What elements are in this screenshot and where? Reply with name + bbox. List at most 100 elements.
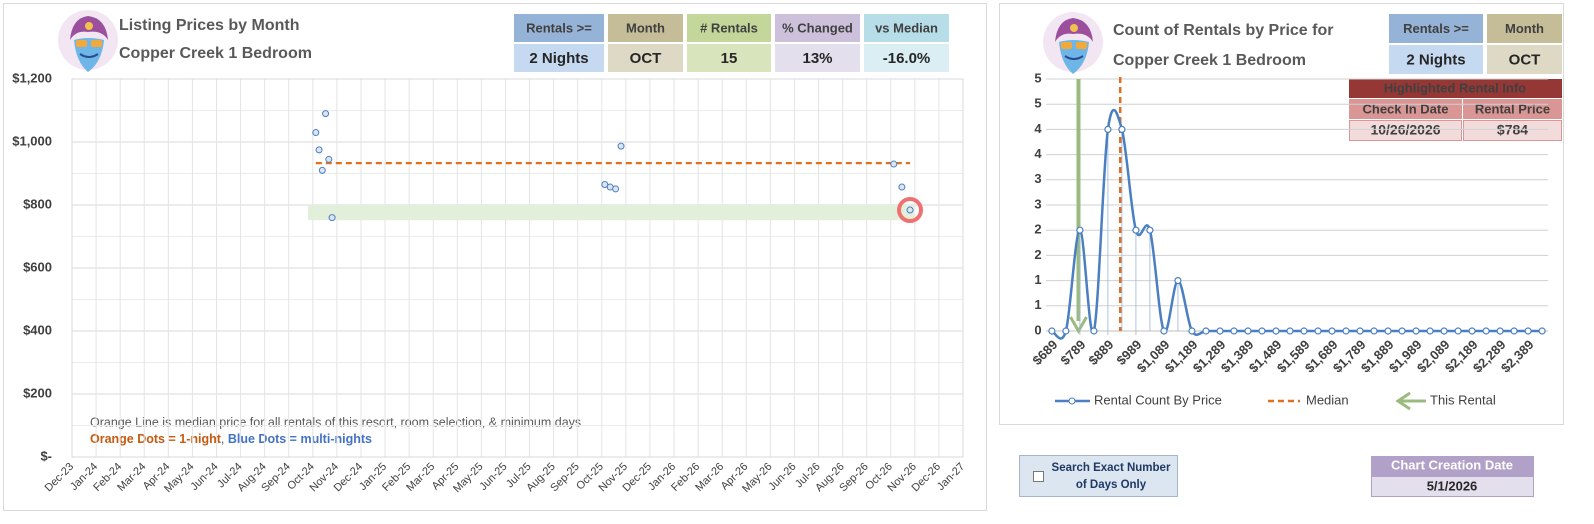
highlight-title: Highlighted Rental Info — [1384, 80, 1526, 95]
summary-value: OCT — [630, 50, 662, 67]
summary-value-bg — [514, 44, 604, 72]
point — [1370, 327, 1378, 335]
point — [1104, 125, 1112, 133]
dot-key-orange: Orange Dots = 1-night — [90, 432, 222, 446]
price-band — [307, 205, 915, 221]
creation-header: Chart Creation Date — [1391, 457, 1513, 472]
y-tick-label: $1,000 — [12, 133, 52, 148]
point — [1174, 277, 1182, 285]
y-tick-label: 5 — [1034, 96, 1041, 111]
point — [1090, 327, 1098, 335]
y-tick-label: $- — [40, 448, 52, 463]
point — [1132, 226, 1140, 234]
legend-label: Rental Count By Price — [1094, 392, 1222, 407]
summary-header-bg — [1389, 14, 1483, 43]
point — [1440, 327, 1448, 335]
point — [1300, 327, 1308, 335]
point — [1188, 327, 1196, 335]
y-tick-label: 0 — [1034, 322, 1041, 337]
point — [315, 146, 323, 154]
chart-subtitle: Copper Creek 1 Bedroom — [1113, 52, 1306, 69]
summary-value-bg — [687, 44, 771, 72]
point — [1272, 327, 1280, 335]
legend-label: This Rental — [1430, 392, 1496, 407]
legend-marker — [1068, 397, 1076, 405]
y-tick-label: 5 — [1034, 70, 1041, 85]
point — [1314, 327, 1322, 335]
highlight-header: Rental Price — [1475, 101, 1550, 116]
point — [1048, 327, 1056, 335]
summary-header-bg — [608, 14, 683, 42]
point — [1202, 327, 1210, 335]
y-tick-label: $400 — [23, 322, 52, 337]
point — [312, 129, 320, 137]
search-option[interactable] — [1019, 455, 1178, 497]
summary-header-bg — [864, 14, 949, 42]
point — [906, 206, 914, 214]
y-tick-label: 2 — [1034, 222, 1041, 237]
point — [1062, 327, 1070, 335]
summary-value-bg — [1487, 45, 1562, 74]
summary-header-bg — [775, 14, 860, 42]
y-tick-label: 1 — [1034, 297, 1041, 312]
point — [1496, 327, 1504, 335]
dot-key-blue: Blue Dots = multi-nights — [228, 432, 372, 446]
highlight-ring — [897, 197, 924, 224]
point — [328, 214, 336, 222]
point — [1076, 226, 1084, 234]
point — [1146, 226, 1154, 234]
point — [1244, 327, 1252, 335]
summary-value-bg — [608, 44, 683, 72]
checkbox-label: of Days Only — [1076, 479, 1147, 491]
point — [898, 183, 906, 191]
highlight-header: Check In Date — [1363, 101, 1449, 116]
summary-value: 2 Nights — [1406, 51, 1465, 68]
y-tick-label: $600 — [23, 259, 52, 274]
y-tick-label: 4 — [1034, 121, 1042, 136]
checkbox-label: Search Exact Number — [1052, 462, 1171, 474]
point — [1328, 327, 1336, 335]
summary-header-bg — [514, 14, 604, 42]
point — [1426, 327, 1434, 335]
highlight-title-bg — [1349, 79, 1562, 98]
point — [1258, 327, 1266, 335]
point — [322, 110, 330, 118]
point — [318, 166, 326, 174]
point — [1524, 327, 1532, 335]
summary-header: Rentals >= — [1403, 21, 1469, 36]
summary-value: 13% — [802, 50, 832, 67]
summary-value: OCT — [1509, 51, 1541, 68]
y-tick-label: $800 — [23, 196, 52, 211]
point — [612, 185, 620, 193]
point — [1412, 327, 1420, 335]
checkbox[interactable] — [1033, 471, 1044, 482]
point — [1510, 327, 1518, 335]
y-tick-label: 1 — [1034, 272, 1041, 287]
point — [1398, 327, 1406, 335]
y-tick-label: 4 — [1034, 146, 1042, 161]
y-tick-label: $200 — [23, 385, 52, 400]
y-tick-label: 3 — [1034, 196, 1041, 211]
point — [1538, 327, 1546, 335]
point — [1286, 327, 1294, 335]
point — [1356, 327, 1364, 335]
y-tick-label: 3 — [1034, 171, 1041, 186]
point — [1468, 327, 1476, 335]
summary-value: -16.0% — [883, 50, 931, 67]
y-tick-label: 2 — [1034, 247, 1041, 262]
point — [1230, 327, 1238, 335]
summary-value: 15 — [721, 50, 738, 67]
point — [1160, 327, 1168, 335]
point — [890, 160, 898, 168]
this-rental-arrowhead — [1069, 316, 1088, 335]
point — [1482, 327, 1490, 335]
summary-value-bg — [864, 44, 949, 72]
point — [1454, 327, 1462, 335]
chart-subtitle: Copper Creek 1 Bedroom — [119, 45, 312, 62]
highlight-value-bg — [1349, 120, 1462, 141]
creation-date: 5/1/2026 — [1427, 478, 1478, 493]
creation-value-bg — [1371, 476, 1534, 497]
dot-key-sep: , — [221, 432, 228, 446]
summary-header-bg — [1487, 14, 1562, 43]
